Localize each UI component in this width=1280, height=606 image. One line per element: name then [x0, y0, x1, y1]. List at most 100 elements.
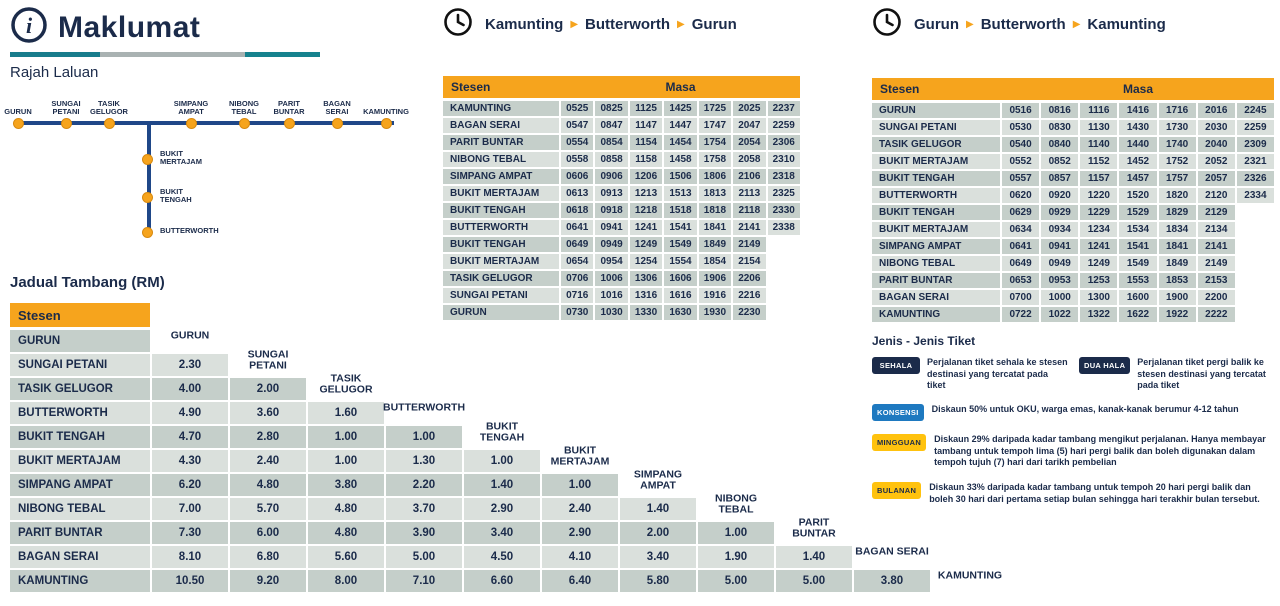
fare-cell: 5.60: [308, 546, 384, 568]
station-name: BUKIT TENGAH: [443, 237, 559, 252]
fare-station-label: BUKIT TENGAH: [10, 426, 150, 448]
ticket-bulanan: BULANAN Diskaun 33% daripada kadar tamba…: [872, 482, 1276, 505]
time-cell: 0530: [1002, 120, 1040, 135]
fare-cell: 1.60: [308, 402, 384, 424]
timetable-title: Gurun ▶ Butterworth ▶ Kamunting: [914, 16, 1166, 33]
time-cell: 1916: [698, 288, 732, 303]
time-cell: [768, 271, 800, 286]
time-cell: 1254: [629, 254, 663, 269]
ticket-description: Perjalanan tiket sehala ke stesen destin…: [927, 357, 1068, 391]
time-cell: 1534: [1119, 222, 1157, 237]
fare-cell: 2.80: [230, 426, 306, 448]
main-station: PARIT BUNTAR: [261, 88, 317, 129]
station-dot: [185, 118, 197, 129]
station-name: SIMPANG AMPAT: [443, 169, 559, 184]
time-cell: 0953: [1041, 273, 1079, 288]
time-cell: 1600: [1119, 290, 1157, 305]
fare-row: BAGAN SERAI 8.10 6.80 5.60 5.00 4.50 4.10 3.40…: [10, 546, 1040, 568]
fare-cell: 1.00: [386, 426, 462, 448]
timetable-row: SUNGAI PETANI 0716 1016 1316 1616 1916 2216: [443, 288, 800, 303]
time-cell: 1241: [1080, 239, 1118, 254]
time-cell: 1622: [1119, 307, 1157, 322]
fare-row: BUKIT TENGAH 4.70 2.80 1.00 1.00 BUKIT TENG…: [10, 421, 1040, 448]
time-cell: 1157: [1080, 171, 1118, 186]
station-name: BUKIT MERTAJAM: [872, 154, 1000, 169]
ticket-description: Diskaun 29% daripada kadar tambang mengi…: [934, 434, 1266, 468]
fare-cell: 2.40: [230, 450, 306, 472]
fare-diagonal-label: SUNGAI PETANI: [247, 348, 289, 372]
time-cell: 2309: [1236, 137, 1274, 152]
time-cell: [1237, 256, 1274, 271]
fare-cell: 1.40: [464, 474, 540, 496]
station-name: BUKIT MERTAJAM: [443, 254, 559, 269]
dua-hala-badge: DUA HALA: [1079, 357, 1131, 374]
time-cell: 1554: [664, 254, 697, 269]
time-cell: 1716: [1158, 103, 1196, 118]
main-station: KAMUNTING: [358, 88, 414, 129]
timetable-row: BUKIT TENGAH 0557 0857 1157 1457 1757 2057 232…: [872, 171, 1274, 186]
route-diagram: GURUN SUNGAI PETANI TASIK GELUGOR SIMPAN…: [4, 88, 425, 263]
fare-cell: 2.00: [230, 378, 306, 400]
fare-row: BUKIT MERTAJAM 4.30 2.40 1.00 1.30 1.00 BUKI…: [10, 445, 1040, 472]
time-cell: 0558: [561, 152, 594, 167]
time-cell: 2334: [1236, 188, 1274, 203]
fare-cell: 5.80: [620, 570, 696, 592]
time-cell: 2129: [1197, 205, 1235, 220]
time-cell: 0618: [561, 203, 594, 218]
station-name: BUKIT TENGAH: [872, 205, 1000, 220]
time-cell: 1513: [664, 186, 697, 201]
time-cell: 1147: [629, 118, 663, 133]
time-cell: 1016: [595, 288, 628, 303]
fare-diagonal-label: BUKIT MERTAJAM: [550, 444, 610, 468]
fare-cell: 3.70: [386, 498, 462, 520]
time-cell: 2259: [767, 118, 800, 133]
route-diagram-title: Rajah Laluan: [10, 64, 99, 81]
time-cell: 1529: [1119, 205, 1157, 220]
fare-cell: 10.50: [152, 570, 228, 592]
time-cell: 1758: [698, 152, 732, 167]
time-cell: 0649: [1002, 256, 1040, 271]
fare-cell: 5.00: [386, 546, 462, 568]
station-name: SIMPANG AMPAT: [872, 239, 1000, 254]
fare-cell: 5.00: [776, 570, 852, 592]
station-name: BAGAN SERAI: [872, 290, 1000, 305]
timetable-row: BUKIT MERTAJAM 0654 0954 1254 1554 1854 2154: [443, 254, 800, 269]
timetable-heading: Kamunting ▶ Butterworth ▶ Gurun: [443, 7, 800, 40]
page-title: Maklumat: [58, 10, 201, 44]
timetable-row: BUKIT TENGAH 0618 0918 1218 1518 1818 2118 233…: [443, 203, 800, 218]
station-column-header: Stesen: [451, 80, 491, 94]
fare-station-label: NIBONG TEBAL: [10, 498, 150, 520]
arrow-icon: ▶: [1072, 18, 1081, 30]
time-cell: 1841: [698, 220, 732, 235]
time-cell: 2330: [767, 203, 800, 218]
station-name: NIBONG TEBAL: [443, 152, 559, 167]
time-cell: 2113: [733, 186, 766, 201]
fare-cell: 6.20: [152, 474, 228, 496]
time-cell: 1330: [629, 305, 663, 320]
time-cell: 1234: [1080, 222, 1118, 237]
time-cell: 0629: [1002, 205, 1040, 220]
main-station: GURUN: [0, 88, 46, 129]
branch-station: BUTTERWORTH: [142, 225, 219, 238]
mingguan-badge: MINGGUAN: [872, 434, 927, 452]
fare-cell: 1.40: [776, 546, 852, 568]
time-cell: 0830: [1041, 120, 1079, 135]
timetable-kamunting-gurun: Kamunting ▶ Butterworth ▶ Gurun Stesen M…: [443, 7, 800, 322]
time-cell: 0941: [1041, 239, 1079, 254]
clock-icon: [872, 7, 902, 42]
time-cell: 0949: [595, 237, 628, 252]
fare-row: KAMUNTING 10.50 9.20 8.00 7.10 6.60 6.40 5.80 5…: [10, 570, 1040, 592]
fare-cell: 5.70: [230, 498, 306, 520]
fare-row: BUTTERWORTH 4.90 3.60 1.60 BUTTERWORTH: [10, 402, 1040, 424]
time-cell: 0716: [561, 288, 594, 303]
time-cell: 0525: [561, 101, 594, 116]
time-cell: 1154: [629, 135, 663, 150]
time-cell: 2118: [733, 203, 766, 218]
fare-table-title: Jadual Tambang (RM): [10, 274, 165, 291]
time-cell: 1458: [664, 152, 697, 167]
time-cell: 1518: [664, 203, 697, 218]
fare-header: Stesen: [10, 303, 150, 327]
time-cell: 1457: [1119, 171, 1157, 186]
time-cell: 1416: [1119, 103, 1157, 118]
fare-cell: 4.50: [464, 546, 540, 568]
